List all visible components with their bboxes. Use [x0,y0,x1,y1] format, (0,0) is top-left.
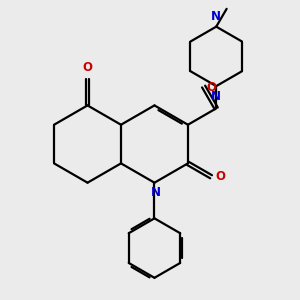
Text: N: N [211,90,221,103]
Text: N: N [211,10,221,23]
Text: O: O [82,61,92,74]
Text: N: N [151,186,161,199]
Text: O: O [215,170,226,183]
Text: O: O [207,82,217,94]
